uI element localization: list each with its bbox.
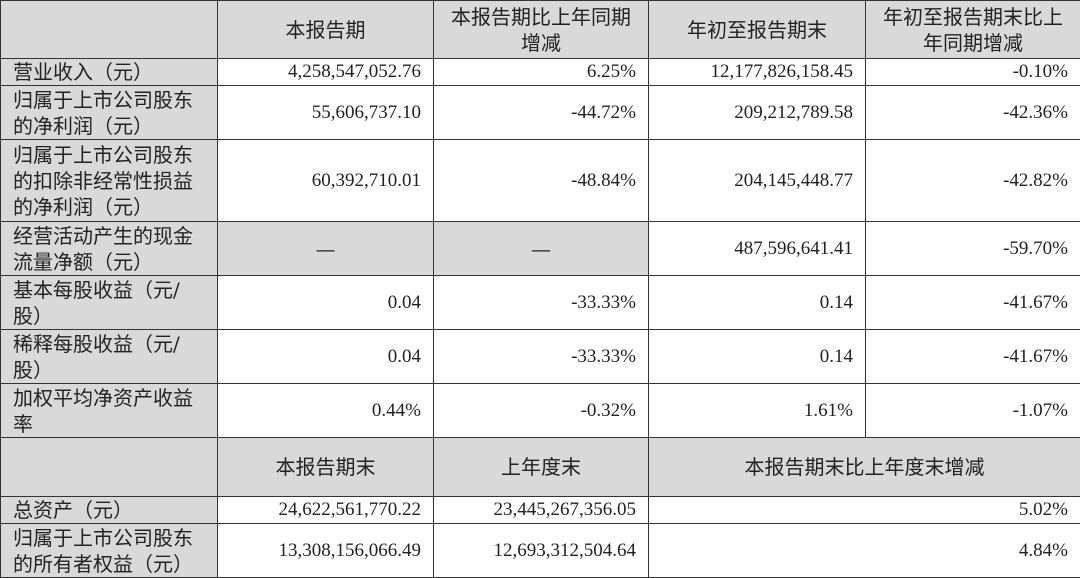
cell: 204,145,448.77	[648, 139, 866, 222]
table-row: 总资产（元） 24,622,561,770.22 23,445,267,356.…	[0, 496, 1080, 524]
cell: 12,177,826,158.45	[648, 58, 866, 86]
table-row: 归属于上市公司股东的所有者权益（元） 13,308,156,066.49 12,…	[0, 523, 1080, 578]
row-label: 加权平均净资产收益率	[0, 383, 218, 438]
header-period-end: 本报告期末	[217, 437, 434, 497]
cell: -42.82%	[865, 139, 1080, 222]
row-label: 归属于上市公司股东的所有者权益（元）	[0, 523, 218, 578]
header-current-period: 本报告期	[217, 0, 434, 59]
row-label: 稀释每股收益（元/股）	[0, 329, 218, 384]
row-label: 归属于上市公司股东的净利润（元）	[0, 85, 218, 140]
cell: 0.04	[217, 329, 434, 384]
header-current-yoy: 本报告期比上年同期增减	[433, 0, 649, 59]
cell: 12,693,312,504.64	[433, 523, 649, 578]
cell: 60,392,710.01	[217, 139, 434, 222]
cell: 55,606,737.10	[217, 85, 434, 140]
row-label: 总资产（元）	[0, 496, 218, 524]
table-row: 基本每股收益（元/股） 0.04 -33.33% 0.14 -41.67%	[0, 275, 1080, 330]
cell: -41.67%	[865, 275, 1080, 330]
cell: -48.84%	[433, 139, 649, 222]
cell: 487,596,641.41	[648, 221, 866, 276]
cell: -0.32%	[433, 383, 649, 438]
row-label: 基本每股收益（元/股）	[0, 275, 218, 330]
cell: 209,212,789.58	[648, 85, 866, 140]
cell: 1.61%	[648, 383, 866, 438]
row-label: 经营活动产生的现金流量净额（元）	[0, 221, 218, 276]
cell: 24,622,561,770.22	[217, 496, 434, 524]
header-blank	[0, 0, 218, 59]
table-row: 稀释每股收益（元/股） 0.04 -33.33% 0.14 -41.67%	[0, 329, 1080, 384]
table-row: 归属于上市公司股东的净利润（元） 55,606,737.10 -44.72% 2…	[0, 85, 1080, 140]
header-ytd-yoy: 年初至报告期末比上年同期增减	[865, 0, 1080, 59]
header-blank	[0, 437, 218, 497]
cell: 23,445,267,356.05	[433, 496, 649, 524]
table-row: 经营活动产生的现金流量净额（元） — — 487,596,641.41 -59.…	[0, 221, 1080, 276]
cell: -1.07%	[865, 383, 1080, 438]
cell: —	[433, 221, 649, 276]
cell: -59.70%	[865, 221, 1080, 276]
header-prior-year-end: 上年度末	[433, 437, 649, 497]
cell: -33.33%	[433, 329, 649, 384]
header-ytd: 年初至报告期末	[648, 0, 866, 59]
header-row-2: 本报告期末 上年度末 本报告期末比上年度末增减	[0, 437, 1080, 497]
cell: -41.67%	[865, 329, 1080, 384]
cell: 6.25%	[433, 58, 649, 86]
cell: 0.14	[648, 329, 866, 384]
cell: 4.84%	[648, 523, 1080, 578]
cell: 0.14	[648, 275, 866, 330]
row-label: 营业收入（元）	[0, 58, 218, 86]
cell: 4,258,547,052.76	[217, 58, 434, 86]
cell: 0.04	[217, 275, 434, 330]
table-row: 归属于上市公司股东的扣除非经常性损益的净利润（元） 60,392,710.01 …	[0, 139, 1080, 222]
header-row: 本报告期 本报告期比上年同期增减 年初至报告期末 年初至报告期末比上年同期增减	[0, 0, 1080, 59]
table-row: 营业收入（元） 4,258,547,052.76 6.25% 12,177,82…	[0, 58, 1080, 86]
cell: -33.33%	[433, 275, 649, 330]
cell: 0.44%	[217, 383, 434, 438]
cell: -42.36%	[865, 85, 1080, 140]
cell: 5.02%	[648, 496, 1080, 524]
header-change: 本报告期末比上年度末增减	[648, 437, 1080, 497]
cell: 13,308,156,066.49	[217, 523, 434, 578]
table-row: 加权平均净资产收益率 0.44% -0.32% 1.61% -1.07%	[0, 383, 1080, 438]
cell: -0.10%	[865, 58, 1080, 86]
row-label: 归属于上市公司股东的扣除非经常性损益的净利润（元）	[0, 139, 218, 222]
cell: -44.72%	[433, 85, 649, 140]
cell: —	[217, 221, 434, 276]
